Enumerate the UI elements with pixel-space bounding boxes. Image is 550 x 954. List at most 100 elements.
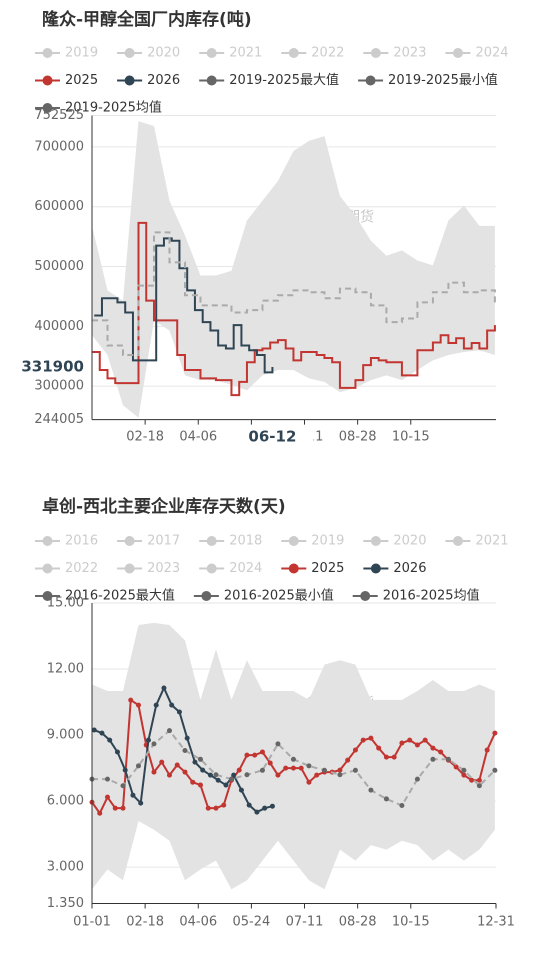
series-line — [92, 221, 496, 397]
point — [182, 747, 188, 753]
point — [130, 792, 136, 798]
point — [135, 702, 141, 708]
chart-title: 卓创-西北主要企业库存天数(天) — [42, 496, 286, 517]
legend-icon — [206, 536, 217, 546]
x-tick-label: 04-06 — [179, 915, 217, 930]
point — [138, 800, 144, 806]
point — [290, 765, 296, 771]
range-band — [92, 121, 495, 418]
pointer-y-label: 331900 — [21, 358, 84, 376]
point — [345, 757, 351, 763]
point — [104, 794, 110, 800]
legend-icon — [288, 48, 299, 58]
point — [236, 767, 242, 773]
legend-label: 2018 — [229, 534, 262, 549]
point — [207, 772, 213, 778]
legend-label: 2019-2025均值 — [65, 100, 162, 116]
point — [407, 737, 413, 743]
legend-label: 2016-2025均值 — [383, 588, 480, 604]
legend-icon — [42, 103, 53, 113]
legend-icon — [42, 563, 53, 574]
point — [114, 749, 120, 755]
legend-icon — [452, 48, 463, 58]
point — [383, 754, 389, 760]
point — [151, 769, 157, 775]
point — [461, 772, 467, 778]
point — [252, 752, 258, 758]
y-tick-label: 300000 — [34, 379, 84, 394]
pointer-x-box — [229, 426, 314, 448]
point — [159, 759, 165, 765]
y-tick-label: 600000 — [34, 199, 84, 214]
point — [120, 805, 126, 811]
point — [453, 764, 459, 770]
x-tick-label: 08-28 — [339, 430, 377, 445]
point — [422, 737, 428, 743]
point — [337, 767, 343, 773]
legend-icon — [124, 563, 135, 574]
legend-label: 2019 — [65, 46, 98, 61]
legend-label: 2022 — [311, 46, 344, 61]
legend-label: 2026 — [147, 73, 180, 88]
y-tick-label: 6.000 — [47, 794, 84, 809]
point — [298, 765, 304, 771]
point — [122, 767, 128, 773]
point — [476, 783, 482, 789]
y-tick-label: 244005 — [34, 412, 84, 427]
point — [231, 772, 237, 778]
point — [262, 805, 268, 811]
y-tick-label: 500000 — [34, 259, 84, 274]
legend-label: 2024 — [229, 561, 262, 576]
point — [161, 685, 167, 691]
x-tick-label: 10-15 — [392, 430, 430, 445]
point — [166, 772, 172, 778]
legend-label: 2025 — [311, 561, 344, 576]
legend-label: 2017 — [147, 534, 180, 549]
legend-label: 2021 — [475, 534, 508, 549]
legend-label: 2021 — [229, 46, 262, 61]
point — [430, 756, 436, 762]
legend-icon — [206, 563, 217, 574]
point — [166, 728, 172, 734]
point — [391, 754, 397, 760]
legend-label: 2022 — [65, 561, 98, 576]
point — [190, 779, 196, 785]
legend-label: 2019-2025最大值 — [229, 72, 339, 88]
point — [360, 737, 366, 743]
point — [321, 767, 327, 773]
point — [269, 803, 275, 809]
y-tick-label: 15.00 — [47, 596, 84, 611]
series-line — [94, 237, 274, 374]
x-tick-label: 12-31 — [477, 915, 515, 930]
x-tick-label: 07-11 — [286, 915, 324, 930]
x-tick-label: 05-24 — [232, 915, 270, 930]
point — [337, 772, 343, 778]
point — [223, 782, 229, 788]
point — [484, 747, 490, 753]
legend-icon — [370, 48, 381, 58]
point — [352, 767, 358, 773]
point — [275, 741, 281, 747]
chart-title: 隆众-甲醇全国厂内库存(吨) — [42, 9, 252, 30]
x-tick-label: 02-18 — [126, 915, 164, 930]
point — [128, 697, 134, 703]
point — [438, 749, 444, 755]
point — [153, 702, 159, 708]
range-band — [92, 622, 495, 890]
legend-label: 2020 — [393, 534, 426, 549]
x-tick-label: 02-18 — [126, 430, 164, 445]
point — [399, 803, 405, 809]
point — [267, 760, 273, 766]
point — [414, 776, 420, 782]
point — [213, 805, 219, 811]
point — [414, 742, 420, 748]
point — [430, 745, 436, 751]
point — [192, 759, 198, 765]
point — [246, 802, 252, 808]
point — [200, 767, 206, 773]
point — [184, 735, 190, 741]
pointer-x-label: 06-12 — [248, 428, 296, 446]
point — [213, 772, 219, 778]
legend-icon — [42, 75, 53, 86]
legend-icon — [42, 48, 53, 58]
